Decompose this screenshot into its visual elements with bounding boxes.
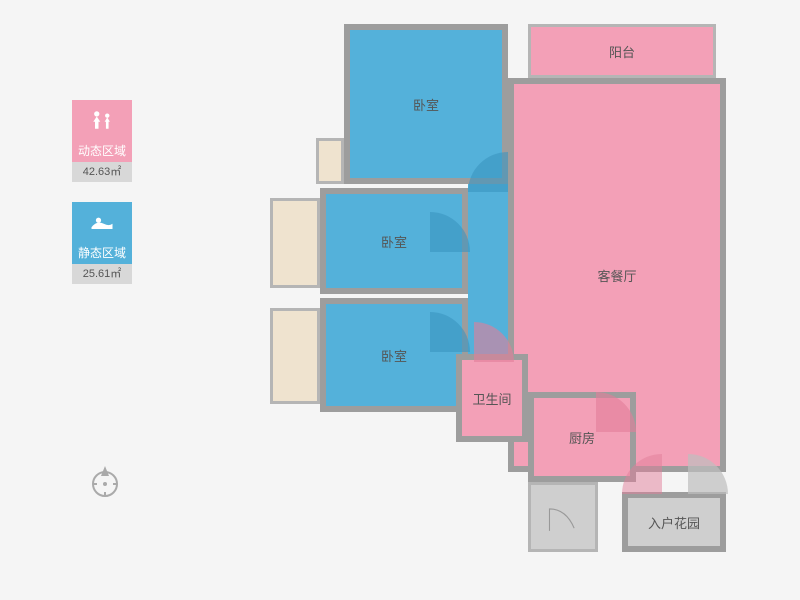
room-bedroom-mid-label: 卧室 (381, 232, 407, 251)
bay-mid (270, 198, 320, 288)
legend-static-value: 25.61㎡ (72, 264, 132, 284)
legend: 动态区域 42.63㎡ 静态区域 25.61㎡ (72, 100, 142, 304)
room-living-label: 客餐厅 (597, 266, 636, 285)
room-balcony: 阳台 (528, 24, 716, 78)
static-icon (72, 202, 132, 242)
room-kitchen: 厨房 (528, 392, 636, 482)
room-balcony-label: 阳台 (609, 42, 635, 61)
room-bath: 卫生间 (456, 354, 528, 442)
bay-entry (528, 482, 598, 552)
room-entry-garden-label: 入户花园 (648, 513, 700, 532)
bay-top (316, 138, 344, 184)
room-bedroom-mid: 卧室 (320, 188, 468, 294)
corridor-blue (468, 184, 508, 354)
room-bedroom-top: 卧室 (344, 24, 508, 184)
compass-icon (85, 460, 125, 500)
legend-static-label: 静态区域 (72, 242, 132, 264)
legend-dynamic: 动态区域 42.63㎡ (72, 100, 142, 182)
legend-dynamic-label: 动态区域 (72, 140, 132, 162)
room-kitchen-label: 厨房 (569, 428, 595, 447)
legend-dynamic-value: 42.63㎡ (72, 162, 132, 182)
floor-plan: 客餐厅 阳台 卧室 卧室 卧室 卫生间 厨房 入户花园 (260, 12, 740, 572)
room-bath-label: 卫生间 (472, 389, 511, 408)
room-entry-garden: 入户花园 (622, 492, 726, 552)
room-bedroom-top-label: 卧室 (413, 95, 439, 114)
legend-static: 静态区域 25.61㎡ (72, 202, 142, 284)
room-bedroom-bot: 卧室 (320, 298, 468, 412)
dynamic-icon (72, 100, 132, 140)
room-bedroom-bot-label: 卧室 (381, 346, 407, 365)
bay-bot (270, 308, 320, 404)
